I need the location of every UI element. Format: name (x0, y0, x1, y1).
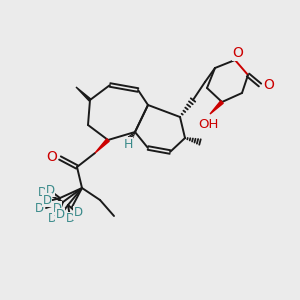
Polygon shape (210, 101, 223, 114)
Text: D: D (65, 212, 75, 226)
Text: D: D (45, 184, 55, 196)
Text: D: D (52, 202, 62, 214)
Text: D: D (47, 212, 57, 224)
Text: O: O (232, 46, 243, 60)
Text: D: D (56, 208, 64, 221)
Text: O: O (264, 78, 274, 92)
Polygon shape (76, 87, 91, 101)
Text: OH: OH (198, 118, 218, 130)
Polygon shape (95, 139, 109, 153)
Text: D: D (42, 194, 52, 206)
Text: D: D (38, 185, 46, 199)
Text: O: O (46, 150, 57, 164)
Text: D: D (34, 202, 43, 215)
Text: H: H (123, 137, 133, 151)
Text: D: D (74, 206, 82, 220)
